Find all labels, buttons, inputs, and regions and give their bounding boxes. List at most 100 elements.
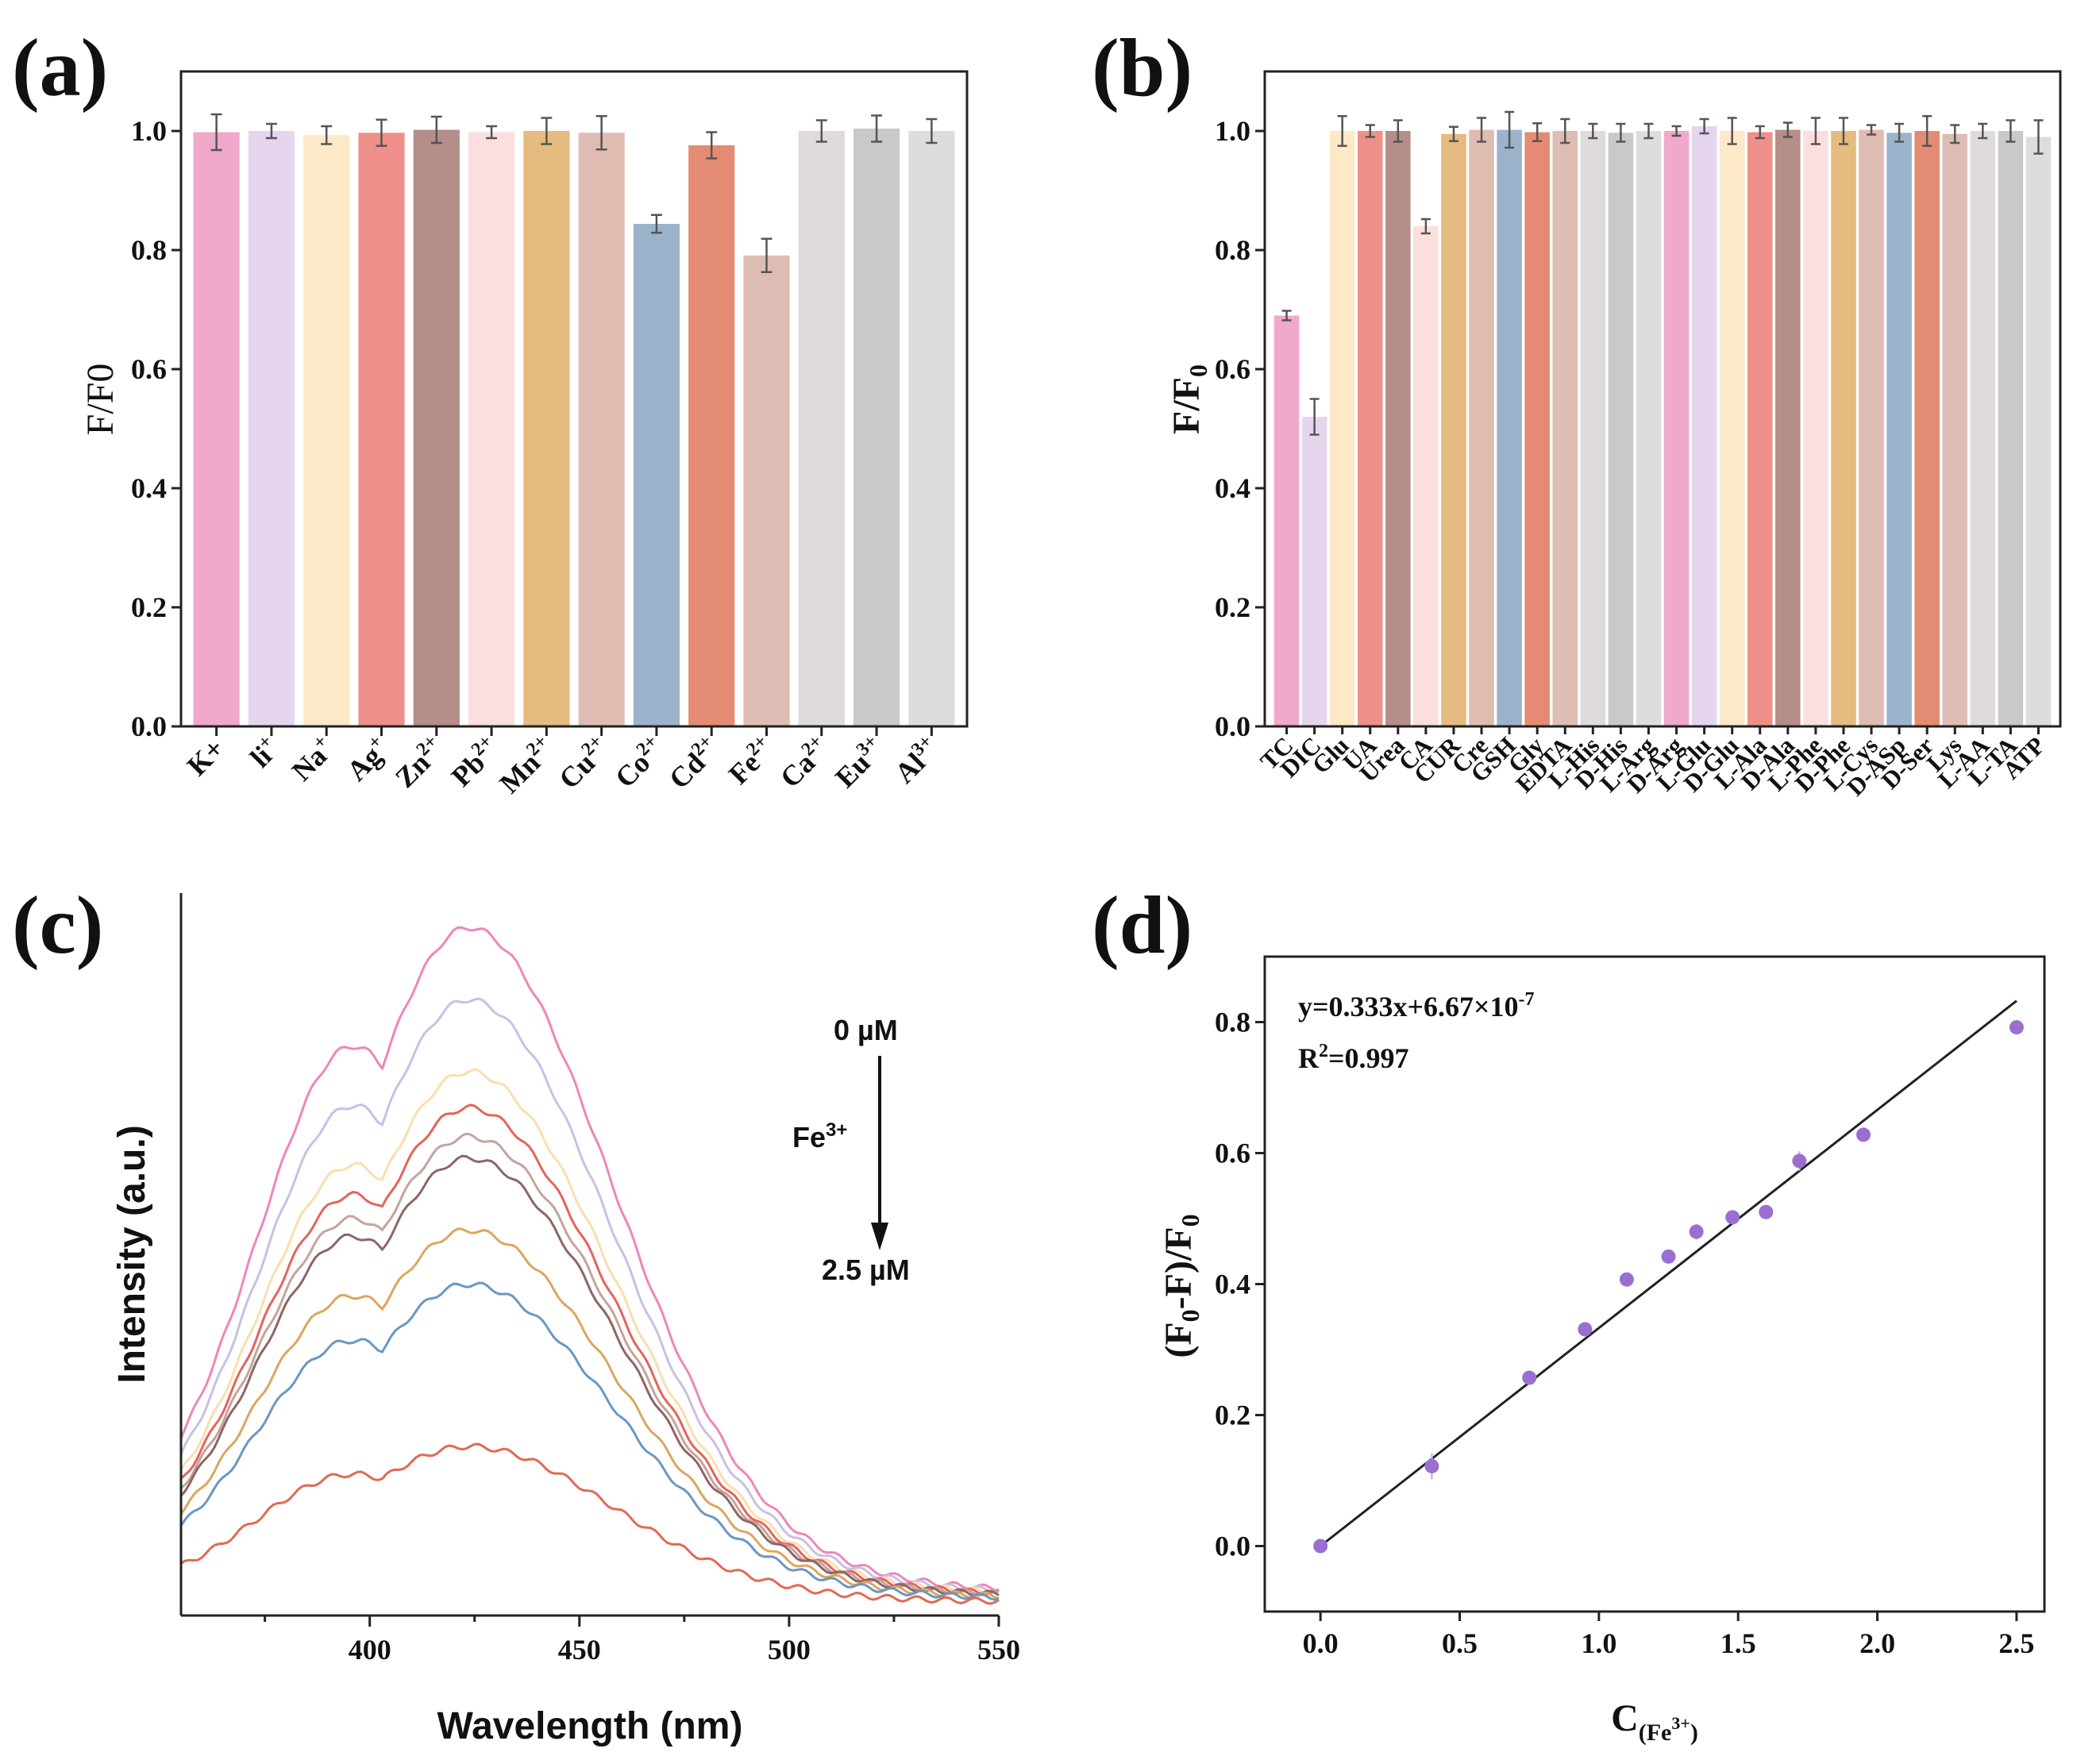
- fit-r-squared: R2=0.997: [1298, 1041, 1409, 1074]
- data-point: [1522, 1370, 1537, 1385]
- panel-d-ylabel-sub2: 0: [1176, 1214, 1204, 1227]
- panel-d-ytick-label: 0.2: [1215, 1400, 1250, 1431]
- r2-value: =0.997: [1328, 1042, 1409, 1074]
- bar-a: [798, 131, 845, 726]
- annotation-start-conc: 0 µM: [834, 1014, 898, 1046]
- bar-a: [633, 224, 680, 726]
- panel-b-ytick-label: 0.4: [1215, 472, 1250, 504]
- bar-b: [1608, 133, 1634, 726]
- bar-b: [1413, 226, 1439, 726]
- fit-equation-sup: -7: [1519, 989, 1535, 1010]
- panel-a-xtick-label: Co2+: [608, 731, 671, 794]
- panel-b-ytick-label: 0.0: [1215, 711, 1250, 742]
- bar-b: [1580, 131, 1606, 726]
- panel-c-x-axis-label: Wavelength (nm): [437, 1705, 743, 1747]
- bar-b: [1914, 131, 1940, 726]
- spectrum-curve: [179, 997, 1000, 1594]
- bar-b: [1329, 131, 1355, 726]
- data-point: [1661, 1249, 1676, 1264]
- panel-a-xtick-label: Cu2+: [552, 731, 615, 795]
- panel-b-label: (b): [1092, 22, 1193, 114]
- bar-b: [1636, 131, 1662, 726]
- data-point: [1759, 1204, 1774, 1219]
- panel-c-xtick-label: 550: [977, 1634, 1020, 1666]
- panel-a-ytick-label: 0.6: [131, 353, 167, 385]
- panel-a-xtick-label: Eu3+: [828, 731, 891, 794]
- bar-a: [413, 129, 460, 726]
- panel-a-ytick-label: 0.8: [131, 234, 167, 266]
- panel-a-xtick-label: Cd2+: [661, 731, 725, 795]
- bar-a: [688, 145, 735, 726]
- panel-a-xtick-label: Zn2+: [387, 731, 450, 794]
- panel-b: (b) 0.0 0.2 0.4 0.6 0.8 1.0 TCDICGluUAUreaCAC…: [1092, 22, 2062, 801]
- data-point: [1725, 1210, 1740, 1225]
- bar-b: [1970, 131, 1996, 726]
- bar-a: [303, 135, 350, 726]
- bar-a: [468, 132, 515, 726]
- bar-a: [358, 133, 405, 726]
- bar-b: [1663, 131, 1690, 726]
- annotation-end-conc: 2.5 µM: [822, 1254, 910, 1286]
- r2-sup: 2: [1319, 1041, 1328, 1061]
- panel-c-xtick-label: 400: [349, 1634, 391, 1666]
- annotation-species-sup: 3+: [826, 1119, 847, 1141]
- bar-b: [1886, 133, 1912, 726]
- panel-a-xtick-base: K+: [181, 732, 231, 782]
- panel-d-xtick-label: 1.0: [1581, 1627, 1616, 1659]
- panel-c-xtick-label: 450: [558, 1634, 601, 1666]
- panel-a-x-ticks: K+ li+ Na+ Ag+Zn2+Pb2+Mn2+Cu2+Co2+Cd2+Fe2+C…: [181, 726, 937, 799]
- panel-a-y-ticks: 0.0 0.2 0.4 0.6 0.8 1.0: [131, 115, 181, 742]
- panel-d-xlabel-main: C: [1611, 1697, 1639, 1739]
- bar-b: [1552, 131, 1578, 726]
- panel-b-ylabel-main: F/F: [1166, 377, 1208, 434]
- panel-d-ylabel-sub: 0: [1176, 1309, 1204, 1322]
- panel-d-x-ticks: 0.0 0.5 1.0 1.5 2.0 2.5: [1303, 1612, 2034, 1659]
- spectrum-curve: [179, 926, 1000, 1592]
- panel-a-xtick-label: Mn2+: [492, 731, 561, 799]
- panel-a-axes-frame: [179, 70, 969, 728]
- data-point: [1619, 1272, 1634, 1287]
- panel-d-xlabel-close: ): [1690, 1720, 1698, 1746]
- bar-b: [1803, 131, 1828, 726]
- data-point: [1424, 1458, 1439, 1473]
- bar-a: [193, 132, 240, 726]
- spectrum-curve: [180, 1132, 1000, 1597]
- panel-d-xtick-label: 1.5: [1720, 1627, 1756, 1659]
- panel-d-ytick-label: 0.4: [1215, 1269, 1250, 1300]
- panel-d-y-ticks: 0.0 0.2 0.4 0.6 0.8: [1215, 1007, 1265, 1562]
- data-point: [1856, 1127, 1871, 1142]
- spectrum-curve: [179, 1281, 1000, 1601]
- panel-a-xtick-label: K+: [181, 732, 231, 782]
- bar-a: [523, 131, 570, 726]
- panel-d-ytick-label: 0.8: [1215, 1007, 1250, 1038]
- bar-b: [1357, 131, 1383, 726]
- panel-a-xtick-label: Ca2+: [773, 731, 835, 794]
- panel-b-ytick-label: 0.8: [1215, 234, 1250, 266]
- bar-a: [908, 131, 955, 726]
- panel-c-label: (c): [12, 880, 103, 971]
- panel-a-y-axis-label: F/F0: [79, 364, 121, 436]
- panel-d-xlabel-sup: 3+: [1671, 1713, 1690, 1733]
- data-point: [1792, 1153, 1807, 1169]
- panel-c-curves: [179, 926, 1000, 1605]
- panel-b-ytick-label: 1.0: [1215, 115, 1250, 147]
- panel-a: (a) 0.0 0.2 0.4 0.6 0.8 1.0 K+ li+ Na+ Ag+Zn2+Pb…: [12, 22, 969, 799]
- bar-b: [1469, 129, 1494, 726]
- panel-b-bars: [1273, 110, 2052, 726]
- panel-a-xtick-label: Ag+: [340, 731, 395, 787]
- panel-a-ytick-label: 0.2: [131, 591, 167, 623]
- panel-d-ytick-label: 0.6: [1215, 1138, 1250, 1169]
- panel-d-xtick-label: 2.5: [1998, 1627, 2034, 1659]
- fit-line: [1320, 999, 2017, 1547]
- bar-a: [578, 133, 625, 726]
- panel-c-y-axis-label: Intensity (a.u.): [111, 1125, 153, 1383]
- panel-d-ytick-label: 0.0: [1215, 1531, 1250, 1562]
- panel-b-ylabel-sub: 0: [1184, 364, 1212, 377]
- bar-a: [853, 129, 900, 726]
- spectrum-curve: [180, 1442, 1000, 1605]
- panel-a-xtick-label: Na+: [284, 731, 340, 787]
- panel-a-label: (a): [12, 22, 108, 114]
- bar-b: [1301, 417, 1327, 726]
- bar-b: [1691, 126, 1717, 726]
